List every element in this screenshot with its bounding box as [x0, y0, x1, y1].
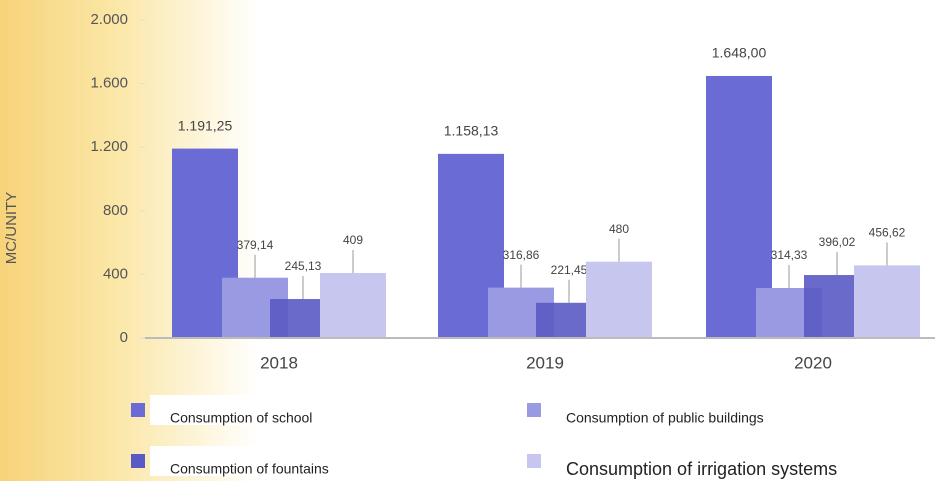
bar [320, 272, 386, 338]
legend-label: Consumption of irrigation systems [566, 459, 837, 479]
bar [586, 261, 652, 338]
legend-text-box [546, 446, 926, 476]
data-label: 314,33 [771, 248, 808, 262]
data-label: 480 [609, 222, 629, 236]
y-tick-label: 800 [103, 202, 128, 219]
y-tick-label: 400 [103, 265, 128, 282]
x-tick-label: 2020 [794, 353, 832, 372]
legend-label: Consumption of fountains [170, 461, 329, 477]
data-label: 1.648,00 [712, 45, 767, 61]
legend-swatch [131, 403, 145, 417]
data-label: 245,13 [285, 259, 322, 273]
y-tick-label: 1.600 [90, 75, 128, 92]
legend-swatch [527, 403, 541, 417]
data-label: 396,02 [819, 235, 856, 249]
data-label: 316,86 [503, 248, 540, 262]
bar [854, 265, 920, 338]
data-label: 456,62 [869, 226, 906, 240]
legend-label: Consumption of school [170, 410, 312, 426]
data-label: 221,45 [551, 263, 588, 277]
data-label: 1.191,25 [178, 117, 233, 133]
legend-swatch [527, 454, 541, 468]
y-tick-label: 2.000 [90, 11, 128, 28]
legend-text-box [150, 446, 400, 476]
x-tick-label: 2019 [526, 353, 564, 372]
legend-label: Consumption of public buildings [566, 410, 764, 426]
data-label: 1.158,13 [444, 123, 499, 139]
y-tick-label: 1.200 [90, 138, 128, 155]
legend-text-box [150, 395, 400, 425]
data-label: 409 [343, 233, 363, 247]
y-axis-label: MC/UNITY [3, 192, 20, 265]
legend-text-box [546, 395, 926, 425]
y-tick-label: 0 [120, 329, 128, 346]
data-label: 379,14 [237, 238, 274, 252]
legend-swatch [131, 454, 145, 468]
x-tick-label: 2018 [260, 353, 298, 372]
